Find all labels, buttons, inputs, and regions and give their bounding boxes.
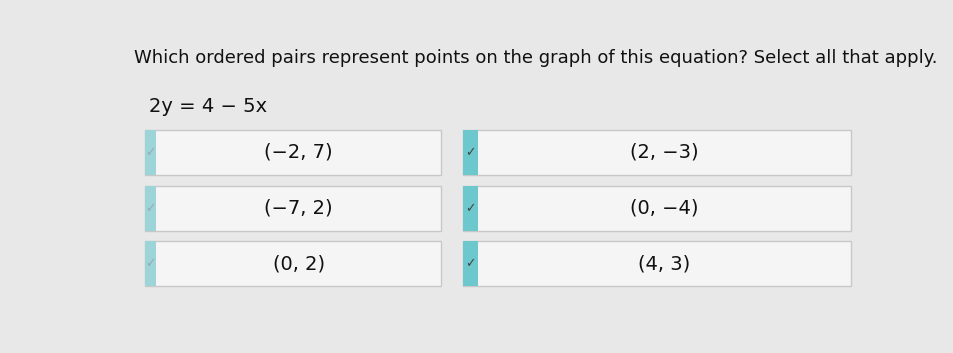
Text: (4, 3): (4, 3) [638,255,690,273]
Text: ✓: ✓ [465,202,476,215]
FancyBboxPatch shape [462,130,850,175]
Bar [145,130,156,175]
FancyBboxPatch shape [145,186,440,231]
FancyBboxPatch shape [145,130,440,175]
Bar [462,186,477,231]
Bar [145,241,156,286]
Text: ✓: ✓ [465,146,476,159]
Bar [462,241,477,286]
Text: ✓: ✓ [146,257,156,270]
FancyBboxPatch shape [462,241,850,286]
FancyBboxPatch shape [462,186,850,231]
Text: (0, −4): (0, −4) [630,199,698,218]
Text: Which ordered pairs represent points on the graph of this equation? Select all t: Which ordered pairs represent points on … [133,49,937,67]
Text: (−2, 7): (−2, 7) [264,143,333,162]
Bar [462,130,477,175]
Bar [145,186,156,231]
Text: 2y = 4 − 5x: 2y = 4 − 5x [149,97,267,116]
Text: ✓: ✓ [146,146,156,159]
Text: (−7, 2): (−7, 2) [264,199,333,218]
Text: (2, −3): (2, −3) [630,143,699,162]
Text: (0, 2): (0, 2) [273,255,324,273]
FancyBboxPatch shape [145,241,440,286]
Text: ✓: ✓ [146,202,156,215]
Text: ✓: ✓ [465,257,476,270]
